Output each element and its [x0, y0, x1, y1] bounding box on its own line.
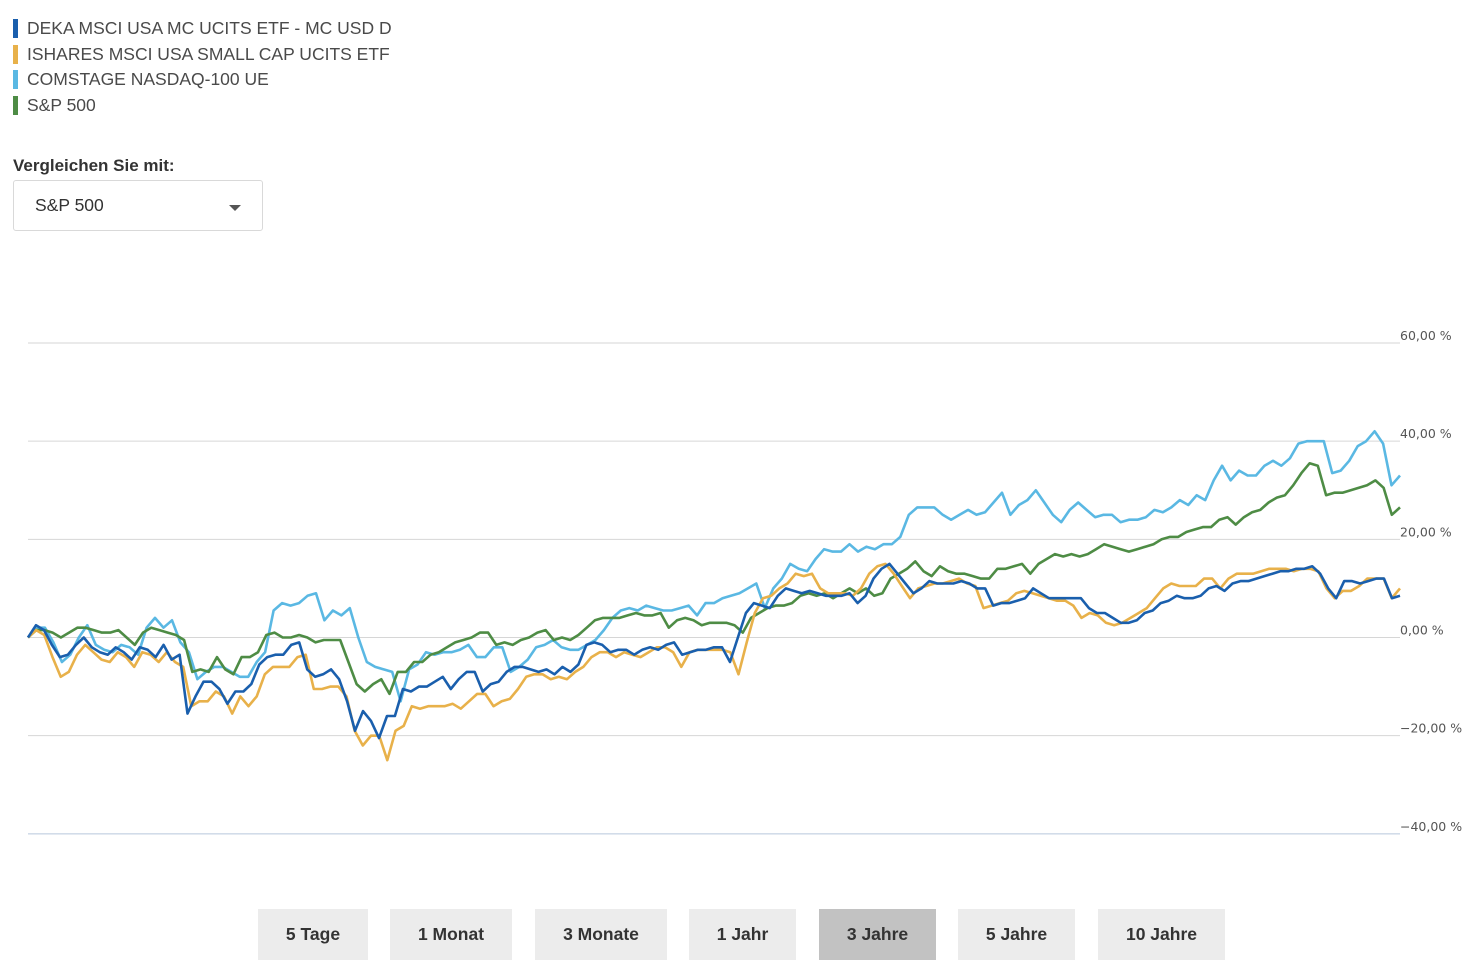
legend-item[interactable]: ISHARES MSCI USA SMALL CAP UCITS ETF [13, 42, 392, 68]
performance-chart: 60,00 % 40,00 % 20,00 % 0,00 % −20,00 % −40,0… [26, 328, 1462, 835]
series-line-1 [27, 562, 1401, 762]
compare-selected-value: S&P 500 [35, 195, 104, 215]
y-tick-label: 20,00 % [1400, 524, 1452, 539]
legend-label: COMSTAGE NASDAQ-100 UE [27, 69, 269, 90]
time-range-selector: 5 Tage 1 Monat 3 Monate 1 Jahr 3 Jahre 5 Jahr… [0, 909, 1476, 960]
y-tick-label: 0,00 % [1400, 623, 1444, 638]
y-tick-label: −40,00 % [1400, 819, 1462, 834]
range-button-5-jahre[interactable]: 5 Jahre [958, 909, 1075, 960]
range-button-10-jahre[interactable]: 10 Jahre [1098, 909, 1225, 960]
series-line-0 [26, 562, 1401, 740]
y-tick-label: −20,00 % [1400, 721, 1462, 736]
legend-swatch [13, 19, 18, 39]
legend-item[interactable]: COMSTAGE NASDAQ-100 UE [13, 67, 392, 93]
chevron-down-icon [229, 205, 241, 211]
chart-legend: DEKA MSCI USA MC UCITS ETF - MC USD D ISH… [13, 16, 392, 118]
range-button-1-jahr[interactable]: 1 Jahr [689, 909, 796, 960]
series-line-2 [27, 430, 1401, 703]
legend-item[interactable]: DEKA MSCI USA MC UCITS ETF - MC USD D [13, 16, 392, 42]
range-button-3-monate[interactable]: 3 Monate [535, 909, 667, 960]
range-button-1-monat[interactable]: 1 Monat [390, 909, 512, 960]
range-button-5-tage[interactable]: 5 Tage [258, 909, 368, 960]
series-line-3 [27, 462, 1401, 696]
legend-swatch [13, 95, 18, 115]
compare-select[interactable]: S&P 500 [13, 180, 263, 231]
legend-swatch [13, 70, 18, 90]
y-tick-label: 60,00 % [1400, 328, 1452, 343]
legend-item[interactable]: S&P 500 [13, 93, 392, 119]
legend-label: DEKA MSCI USA MC UCITS ETF - MC USD D [27, 18, 392, 39]
range-button-3-jahre[interactable]: 3 Jahre [819, 909, 936, 960]
legend-label: S&P 500 [27, 94, 96, 115]
compare-label: Vergleichen Sie mit: [13, 156, 175, 175]
y-tick-label: 40,00 % [1400, 426, 1452, 441]
legend-label: ISHARES MSCI USA SMALL CAP UCITS ETF [27, 43, 390, 64]
legend-swatch [13, 44, 18, 64]
